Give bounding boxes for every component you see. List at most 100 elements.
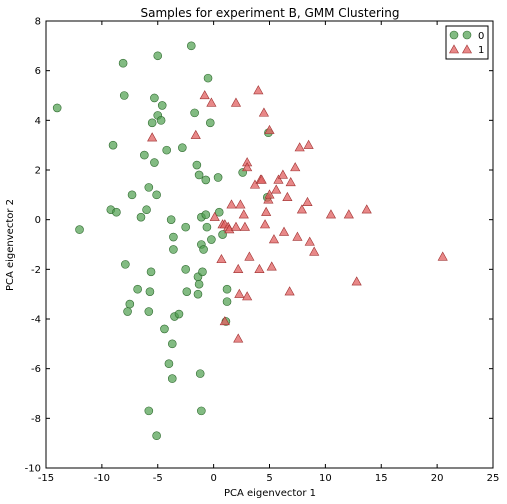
point-series-1-52 — [361, 204, 372, 214]
point-series-0-1 — [75, 225, 84, 234]
point-series-0-62 — [218, 230, 227, 239]
point-series-0-63 — [222, 284, 232, 294]
point-series-1-44 — [296, 204, 307, 214]
point-series-1-0 — [147, 132, 158, 142]
point-series-0-17 — [145, 287, 155, 296]
point-series-0-7 — [121, 260, 130, 269]
point-series-0-60 — [213, 173, 223, 182]
legend-label-1: 1 — [478, 45, 484, 56]
series-0 — [52, 41, 273, 441]
legend-marker-0-b — [462, 30, 472, 40]
point-series-0-46 — [194, 279, 204, 289]
point-series-0-40 — [182, 287, 192, 296]
point-series-1-3 — [206, 97, 217, 107]
point-series-0-29 — [164, 359, 174, 369]
y-tick-label: -10 — [25, 464, 41, 475]
point-series-0-20 — [150, 93, 159, 103]
point-series-0-12 — [136, 212, 146, 222]
point-series-0-38 — [181, 222, 190, 232]
point-series-0-5 — [118, 58, 128, 68]
point-series-0-49 — [197, 406, 206, 416]
point-series-0-18 — [144, 307, 154, 316]
point-series-1-15 — [235, 199, 246, 209]
point-series-0-34 — [167, 374, 177, 383]
point-series-0-58 — [205, 118, 215, 128]
point-series-0-3 — [108, 140, 118, 150]
point-series-0-19 — [147, 118, 157, 128]
x-tick-label: 25 — [487, 473, 500, 484]
point-series-0-32 — [169, 232, 178, 242]
point-series-0-61 — [214, 207, 224, 217]
point-series-0-39 — [181, 265, 190, 274]
point-series-1-39 — [284, 286, 295, 296]
point-series-0-15 — [144, 183, 154, 192]
point-series-0-42 — [190, 108, 199, 118]
x-tick-label: -15 — [38, 473, 54, 484]
point-series-0-41 — [186, 41, 196, 51]
point-series-0-44 — [194, 170, 204, 180]
point-series-1-50 — [343, 209, 354, 219]
point-series-0-9 — [123, 307, 132, 316]
point-series-1-1 — [190, 129, 201, 139]
point-series-0-11 — [133, 284, 142, 294]
x-tick-label: 5 — [266, 473, 272, 484]
point-series-0-8 — [125, 299, 135, 309]
legend-marker-1-b — [461, 44, 473, 54]
point-series-1-26 — [258, 107, 269, 117]
point-series-0-26 — [157, 101, 167, 110]
y-tick-label: -6 — [31, 364, 41, 375]
point-series-1-13 — [233, 333, 244, 343]
point-series-0-23 — [153, 51, 163, 61]
legend: 0 1 — [445, 25, 489, 60]
point-series-0-22 — [152, 190, 161, 200]
x-axis-label: PCA eigenvector 1 — [224, 488, 316, 499]
x-tick-label: 15 — [375, 473, 388, 484]
point-series-0-13 — [140, 150, 149, 160]
point-series-1-28 — [261, 206, 272, 216]
point-series-1-45 — [302, 196, 313, 206]
point-series-1-37 — [278, 226, 290, 236]
point-series-1-20 — [242, 162, 253, 172]
y-tick-label: -2 — [31, 265, 41, 276]
point-series-1-47 — [304, 236, 315, 246]
point-series-0-47 — [193, 289, 203, 299]
point-series-1-18 — [242, 291, 253, 301]
y-tick-label: 2 — [35, 166, 41, 177]
legend-marker-0-a — [449, 30, 459, 40]
point-series-1-33 — [268, 234, 280, 244]
y-axis-label: PCA eigenvector 2 — [5, 199, 16, 291]
point-series-0-70 — [152, 431, 161, 441]
point-series-0-10 — [127, 190, 137, 200]
point-series-0-4 — [112, 207, 121, 217]
y-tick-label: -4 — [31, 315, 41, 326]
point-series-1-55 — [216, 253, 227, 264]
point-series-1-8 — [224, 224, 235, 234]
y-tick-label: 0 — [35, 215, 41, 226]
point-series-0-64 — [222, 297, 232, 306]
x-tick-label: 20 — [431, 473, 444, 484]
point-series-1-53 — [437, 251, 448, 261]
point-series-0-27 — [160, 324, 169, 334]
point-series-0-0 — [52, 103, 62, 113]
point-series-1-32 — [264, 189, 275, 199]
point-series-1-43 — [294, 142, 305, 152]
point-series-0-21 — [150, 158, 159, 167]
series-1 — [147, 85, 448, 343]
data-marks — [52, 41, 448, 441]
point-series-0-28 — [162, 145, 171, 155]
point-series-0-14 — [142, 205, 151, 215]
point-series-1-10 — [230, 97, 242, 107]
point-series-0-37 — [178, 143, 187, 152]
point-series-0-53 — [199, 245, 208, 254]
point-series-1-48 — [309, 246, 320, 256]
point-series-0-69 — [144, 406, 154, 416]
x-tick-label: -5 — [153, 473, 163, 484]
y-tick-label: 4 — [35, 116, 41, 127]
point-series-0-56 — [202, 222, 212, 232]
point-series-1-31 — [266, 261, 277, 271]
point-series-1-17 — [239, 221, 250, 231]
point-series-1-56 — [256, 174, 267, 184]
point-series-1-25 — [254, 263, 265, 273]
